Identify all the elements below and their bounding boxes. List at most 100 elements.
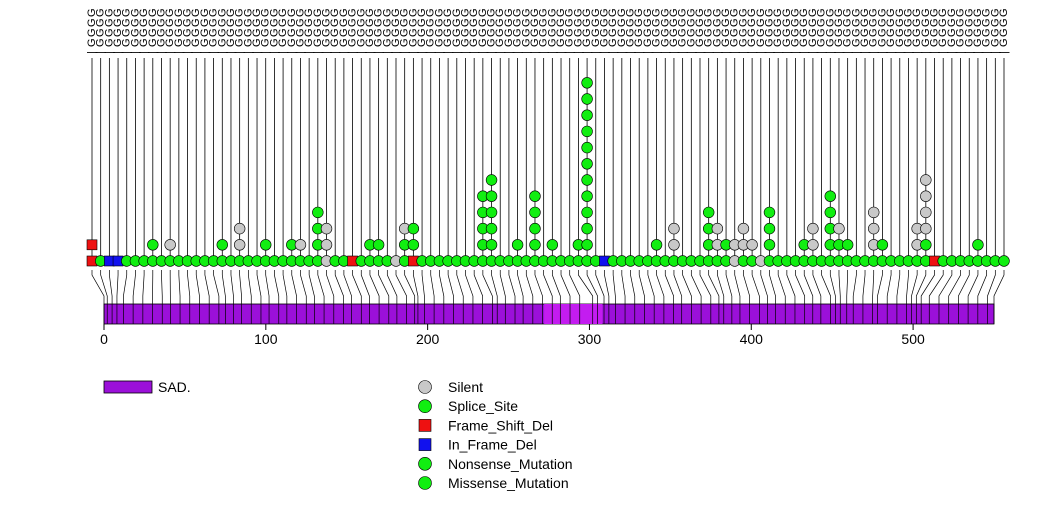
mutation-label: G xyxy=(407,18,419,27)
mutation-label: G xyxy=(989,28,1001,37)
mutation-label: G xyxy=(859,18,871,27)
mutation-label: G xyxy=(182,18,194,27)
mutation-label: | xyxy=(529,51,541,54)
mutation-label: G xyxy=(103,28,115,37)
mutation-label: G xyxy=(868,8,880,17)
mutation-label: G xyxy=(876,28,888,37)
connector-line xyxy=(612,270,616,304)
mutation-label: G xyxy=(468,18,480,27)
mutation-label: G xyxy=(355,38,367,47)
mutation-label: G xyxy=(659,28,671,37)
connector-line xyxy=(534,270,543,304)
connector-line xyxy=(109,270,113,304)
mutation-label: | xyxy=(859,51,871,54)
mutation-label: G xyxy=(963,38,975,47)
mutation-label: G xyxy=(129,18,141,27)
mutation-label: G xyxy=(486,8,498,17)
connector-line xyxy=(621,270,626,304)
connector-line xyxy=(777,270,786,304)
connector-line xyxy=(456,270,464,304)
mutation-label: | xyxy=(798,51,810,54)
mutation-label: G xyxy=(998,38,1010,47)
mutation-label: | xyxy=(868,51,880,54)
mutation-label: | xyxy=(347,51,359,54)
marker-missense-mutation xyxy=(581,222,593,235)
mutation-label: G xyxy=(225,38,237,47)
marker-missense-mutation xyxy=(147,239,159,251)
mutation-label: G xyxy=(129,28,141,37)
mutation-label: G xyxy=(929,38,941,47)
marker-silent xyxy=(233,239,246,251)
mutation-label: G xyxy=(633,28,645,37)
x-tick-label: 200 xyxy=(416,331,440,347)
connector-line xyxy=(256,270,262,304)
mutation-label: | xyxy=(459,51,471,54)
mutation-label: G xyxy=(199,8,211,17)
mutation-label: G xyxy=(442,28,454,37)
mutation-label: G xyxy=(642,38,654,47)
mutation-label: G xyxy=(155,18,167,27)
mutation-label: G xyxy=(685,28,697,37)
mutation-label: G xyxy=(981,18,993,27)
mutation-label: G xyxy=(546,28,558,37)
mutation-label: G xyxy=(850,38,862,47)
mutation-label: G xyxy=(564,18,576,27)
mutation-label: | xyxy=(816,51,828,54)
mutation-label: | xyxy=(129,51,141,54)
mutation-label: G xyxy=(433,38,445,47)
connector-line xyxy=(630,270,636,304)
mutation-label: G xyxy=(946,18,958,27)
mutation-label: G xyxy=(121,38,133,47)
mutation-label: G xyxy=(963,18,975,27)
mutation-label: G xyxy=(798,18,810,27)
mutation-label: G xyxy=(268,28,280,37)
mutation-label: G xyxy=(902,38,914,47)
connector-line xyxy=(508,270,516,304)
mutation-label: G xyxy=(512,38,524,47)
mutation-label: | xyxy=(946,51,958,54)
connector-line xyxy=(560,270,571,304)
legend-label-splice-site: Splice_Site xyxy=(448,398,518,414)
mutation-label: G xyxy=(164,38,176,47)
lollipop-stems xyxy=(91,58,1005,261)
mutation-label: | xyxy=(781,51,793,54)
mutation-label: | xyxy=(277,51,289,54)
mutation-label: G xyxy=(364,38,376,47)
mutation-label: G xyxy=(711,8,723,17)
mutation-label: G xyxy=(807,18,819,27)
marker-missense-mutation xyxy=(920,239,932,251)
connector-line xyxy=(690,270,702,304)
connector-line xyxy=(142,270,145,304)
mutation-label: | xyxy=(399,51,411,54)
mutation-label: G xyxy=(321,8,333,17)
mutation-label: | xyxy=(407,51,419,54)
mutation-label: | xyxy=(260,51,272,54)
connector-line xyxy=(369,270,380,304)
mutation-label: G xyxy=(277,18,289,27)
mutation-label: G xyxy=(703,18,715,27)
mutation-label: | xyxy=(494,51,506,54)
connector-line xyxy=(195,270,200,304)
mutation-label: G xyxy=(781,28,793,37)
marker-silent xyxy=(807,222,819,235)
marker-missense-mutation xyxy=(763,206,776,219)
marker-silent xyxy=(233,222,246,235)
mutation-label: G xyxy=(355,18,367,27)
mutation-label: G xyxy=(763,38,775,47)
connector-line xyxy=(178,270,181,304)
mutation-label: | xyxy=(685,51,697,54)
mutation-label: G xyxy=(685,38,697,47)
mutation-label: G xyxy=(347,38,359,47)
mutation-label: G xyxy=(199,38,211,47)
mutation-label: G xyxy=(572,18,584,27)
marker-missense-mutation xyxy=(841,239,854,251)
mutation-label: | xyxy=(659,51,671,54)
connector-line xyxy=(213,270,220,304)
marker-missense-mutation xyxy=(529,190,541,202)
mutation-label: G xyxy=(989,8,1001,17)
mutation-label: G xyxy=(277,8,289,17)
connector-line xyxy=(760,270,768,304)
mutation-label: G xyxy=(312,8,324,17)
mutation-label: G xyxy=(399,38,411,47)
mutation-label: G xyxy=(451,38,463,47)
